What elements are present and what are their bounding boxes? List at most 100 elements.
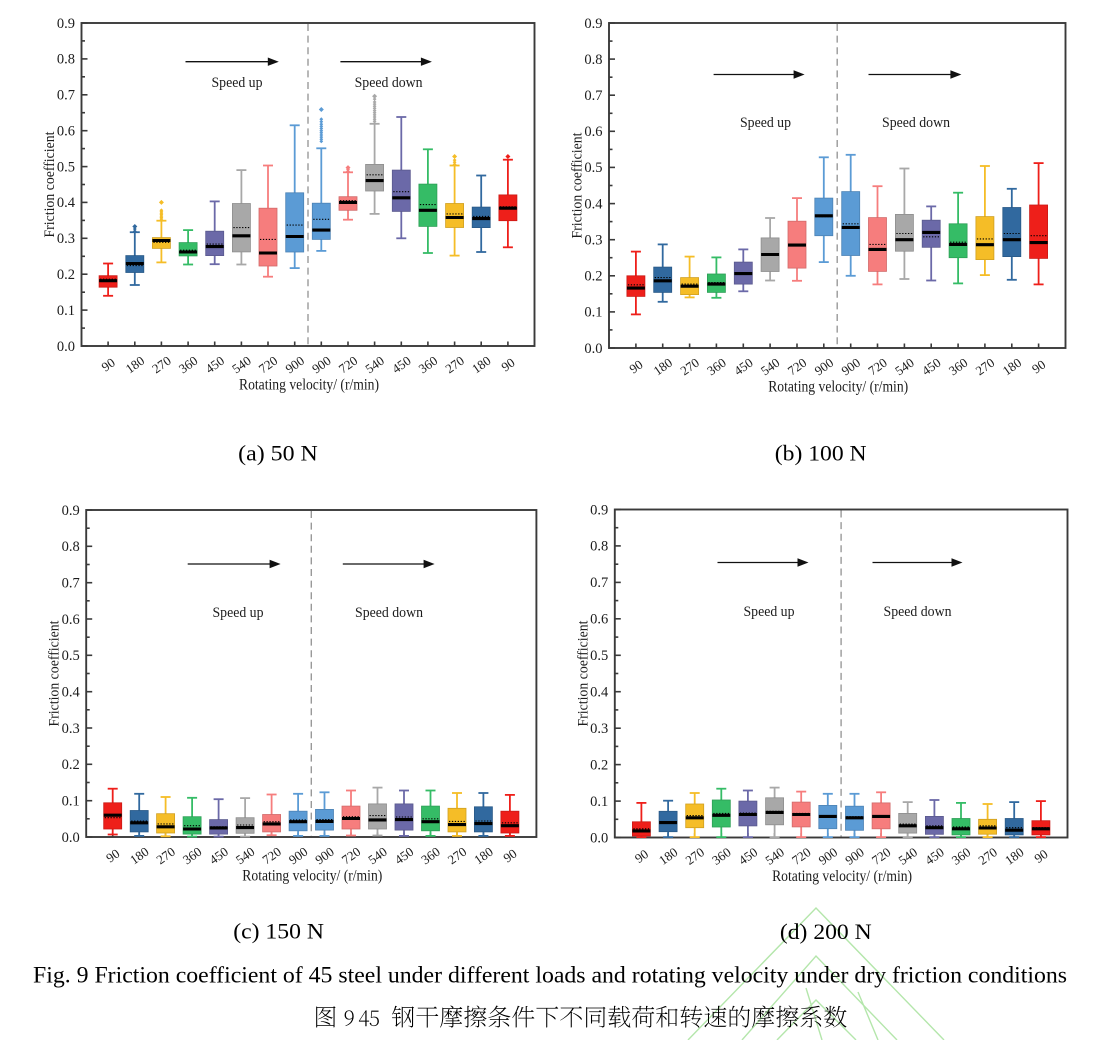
svg-text:0.9: 0.9 [57, 16, 75, 32]
svg-text:0.1: 0.1 [590, 794, 608, 810]
svg-text:0.6: 0.6 [62, 612, 80, 628]
svg-text:Rotating velocity/ (r/min): Rotating velocity/ (r/min) [242, 868, 382, 885]
svg-text:0.4: 0.4 [62, 685, 81, 701]
svg-text:90: 90 [498, 355, 517, 375]
svg-text:450: 450 [736, 844, 761, 867]
svg-text:0.8: 0.8 [584, 52, 602, 68]
svg-text:0.7: 0.7 [62, 576, 80, 592]
svg-text:720: 720 [259, 844, 284, 867]
svg-text:180: 180 [1002, 844, 1027, 867]
svg-text:720: 720 [339, 844, 364, 867]
svg-text:450: 450 [392, 844, 417, 867]
svg-text:180: 180 [123, 353, 148, 376]
svg-text:90: 90 [500, 846, 519, 866]
svg-text:360: 360 [176, 353, 201, 376]
svg-text:(a) 50 N: (a) 50 N [238, 441, 318, 466]
svg-text:0.3: 0.3 [57, 231, 75, 247]
svg-text:270: 270 [682, 844, 707, 867]
svg-text:0.4: 0.4 [584, 196, 603, 212]
svg-text:360: 360 [946, 355, 971, 378]
svg-text:Friction coefficient: Friction coefficient [570, 132, 586, 239]
svg-text:Speed up: Speed up [744, 604, 795, 620]
svg-text:180: 180 [127, 844, 152, 867]
svg-text:900: 900 [812, 355, 837, 378]
svg-text:0.6: 0.6 [584, 124, 602, 140]
svg-text:900: 900 [282, 353, 307, 376]
svg-text:540: 540 [233, 844, 258, 867]
svg-text:90: 90 [632, 846, 651, 866]
svg-text:270: 270 [153, 844, 178, 867]
svg-text:Friction coefficient: Friction coefficient [42, 131, 58, 238]
svg-text:Rotating velocity/ (r/min): Rotating velocity/ (r/min) [239, 377, 379, 394]
svg-text:540: 540 [762, 844, 787, 867]
svg-text:0.2: 0.2 [590, 757, 608, 773]
svg-text:900: 900 [838, 355, 863, 378]
svg-text:0.9: 0.9 [62, 503, 80, 519]
svg-text:0.7: 0.7 [590, 575, 608, 591]
svg-text:0.2: 0.2 [62, 757, 80, 773]
svg-text:720: 720 [785, 355, 810, 378]
svg-text:(b) 100 N: (b) 100 N [775, 441, 867, 466]
svg-text:180: 180 [471, 844, 496, 867]
svg-text:360: 360 [416, 353, 441, 376]
svg-text:0.6: 0.6 [57, 124, 75, 140]
svg-text:Speed down: Speed down [355, 605, 423, 621]
svg-text:270: 270 [677, 355, 702, 378]
svg-text:0.8: 0.8 [590, 539, 608, 555]
svg-text:0.3: 0.3 [62, 721, 80, 737]
svg-text:270: 270 [442, 353, 467, 376]
svg-text:0.0: 0.0 [584, 341, 602, 357]
svg-text:450: 450 [922, 844, 947, 867]
svg-text:0.7: 0.7 [584, 88, 602, 104]
svg-text:540: 540 [365, 844, 390, 867]
svg-text:720: 720 [256, 353, 281, 376]
svg-text:0.5: 0.5 [590, 648, 608, 664]
svg-text:Speed up: Speed up [212, 75, 263, 91]
svg-text:900: 900 [842, 844, 867, 867]
svg-text:450: 450 [206, 844, 231, 867]
svg-text:900: 900 [286, 844, 311, 867]
svg-text:360: 360 [704, 355, 729, 378]
svg-text:360: 360 [949, 844, 974, 867]
svg-text:720: 720 [336, 353, 361, 376]
svg-text:(c) 150 N: (c) 150 N [233, 919, 324, 944]
svg-text:Speed down: Speed down [884, 604, 952, 620]
svg-text:180: 180 [469, 353, 494, 376]
svg-text:0.5: 0.5 [584, 160, 602, 176]
svg-text:90: 90 [99, 355, 118, 375]
svg-text:0.0: 0.0 [57, 339, 75, 355]
svg-text:90: 90 [1031, 846, 1050, 866]
svg-text:450: 450 [202, 353, 227, 376]
svg-text:90: 90 [1029, 357, 1048, 377]
svg-text:0.2: 0.2 [57, 267, 75, 283]
svg-text:0.8: 0.8 [57, 52, 75, 68]
svg-text:0.7: 0.7 [57, 88, 75, 104]
svg-text:0.8: 0.8 [62, 539, 80, 555]
svg-text:540: 540 [758, 355, 783, 378]
svg-text:Speed up: Speed up [213, 605, 264, 621]
svg-text:0.0: 0.0 [62, 830, 80, 846]
svg-text:0.1: 0.1 [584, 305, 602, 321]
svg-text:270: 270 [975, 844, 1000, 867]
svg-text:270: 270 [149, 353, 174, 376]
svg-text:0.5: 0.5 [57, 159, 75, 175]
svg-text:0.1: 0.1 [62, 794, 80, 810]
svg-text:540: 540 [229, 353, 254, 376]
svg-text:720: 720 [789, 844, 814, 867]
svg-text:270: 270 [445, 844, 470, 867]
svg-text:90: 90 [626, 357, 645, 377]
svg-text:720: 720 [865, 355, 890, 378]
svg-text:Fig. 9 Friction coefficient of: Fig. 9 Friction coefficient of 45 steel … [33, 963, 1067, 988]
svg-text:360: 360 [180, 844, 205, 867]
svg-text:450: 450 [389, 353, 414, 376]
svg-text:360: 360 [418, 844, 443, 867]
svg-text:720: 720 [869, 844, 894, 867]
svg-text:Speed up: Speed up [740, 115, 791, 131]
svg-text:450: 450 [731, 355, 756, 378]
svg-text:0.9: 0.9 [590, 502, 608, 518]
svg-text:Speed down: Speed down [355, 75, 423, 91]
svg-text:450: 450 [919, 355, 944, 378]
svg-text:900: 900 [309, 353, 334, 376]
svg-text:0.1: 0.1 [57, 303, 75, 319]
svg-text:180: 180 [650, 355, 675, 378]
